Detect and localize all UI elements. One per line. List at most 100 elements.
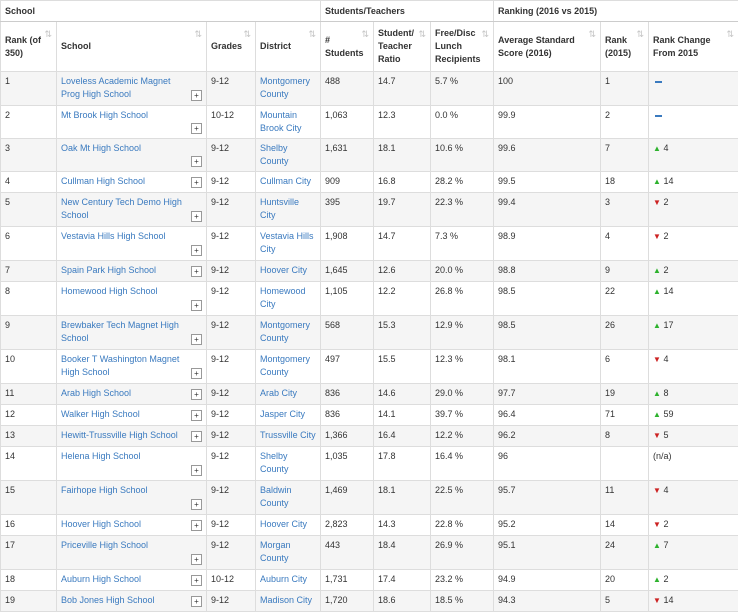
expand-plus-icon[interactable]: +	[191, 123, 202, 134]
rank-change-value: 4	[661, 485, 669, 495]
school-link[interactable]: Mt Brook High School	[61, 110, 148, 120]
expand-plus-icon[interactable]: +	[191, 499, 202, 510]
expand-plus-icon[interactable]: +	[191, 575, 202, 586]
school-link[interactable]: Hoover High School	[61, 519, 141, 529]
sort-arrows-icon[interactable]: ⇅	[194, 28, 202, 41]
sort-arrows-icon[interactable]: ⇅	[243, 28, 251, 41]
district-link[interactable]: Huntsville City	[260, 197, 299, 220]
district-cell: Montgomery County	[256, 316, 321, 350]
expand-plus-icon[interactable]: +	[191, 334, 202, 345]
expand-plus-icon[interactable]: +	[191, 90, 202, 101]
rank-2015-cell: 24	[601, 536, 649, 570]
district-link[interactable]: Hoover City	[260, 519, 307, 529]
lunch-cell: 12.3 %	[431, 350, 494, 384]
expand-plus-icon[interactable]: +	[191, 211, 202, 222]
expand-plus-icon[interactable]: +	[191, 156, 202, 167]
rank-cell: 10	[1, 350, 57, 384]
school-cell: Booker T Washington Magnet High School +	[57, 350, 207, 384]
district-link[interactable]: Vestavia Hills City	[260, 231, 314, 254]
district-link[interactable]: Auburn City	[260, 574, 307, 584]
school-link[interactable]: New Century Tech Demo High School	[61, 197, 182, 220]
school-link[interactable]: Brewbaker Tech Magnet High School	[61, 320, 179, 343]
district-link[interactable]: Homewood City	[260, 286, 306, 309]
rank-cell: 4	[1, 172, 57, 193]
district-link[interactable]: Montgomery County	[260, 76, 310, 99]
district-link[interactable]: Mountain Brook City	[260, 110, 302, 133]
school-link[interactable]: Loveless Academic Magnet Prog High Schoo…	[61, 76, 171, 99]
district-link[interactable]: Jasper City	[260, 409, 305, 419]
school-link[interactable]: Hewitt-Trussville High School	[61, 430, 178, 440]
school-link[interactable]: Walker High School	[61, 409, 140, 419]
ratio-cell: 18.1	[374, 139, 431, 172]
expand-plus-icon[interactable]: +	[191, 389, 202, 400]
expand-plus-icon[interactable]: +	[191, 520, 202, 531]
column-header-1[interactable]: School⇅	[57, 22, 207, 72]
rank-change-value: (n/a)	[653, 451, 672, 461]
sort-arrows-icon[interactable]: ⇅	[361, 28, 369, 41]
sort-arrows-icon[interactable]: ⇅	[727, 28, 735, 41]
expand-plus-icon[interactable]: +	[191, 431, 202, 442]
school-link[interactable]: Booker T Washington Magnet High School	[61, 354, 179, 377]
expand-plus-icon[interactable]: +	[191, 554, 202, 565]
column-header-9[interactable]: Rank Change From 2015⇅	[649, 22, 738, 72]
district-link[interactable]: Trussville City	[260, 430, 316, 440]
district-link[interactable]: Montgomery County	[260, 354, 310, 377]
school-link[interactable]: Vestavia Hills High School	[61, 231, 166, 241]
district-link[interactable]: Shelby County	[260, 143, 289, 166]
expand-plus-icon[interactable]: +	[191, 368, 202, 379]
district-link[interactable]: Shelby County	[260, 451, 289, 474]
sort-arrows-icon[interactable]: ⇅	[482, 28, 490, 41]
column-header-8[interactable]: Rank (2015)⇅	[601, 22, 649, 72]
sort-arrows-icon[interactable]: ⇅	[44, 28, 52, 41]
expand-plus-icon[interactable]: +	[191, 596, 202, 607]
sort-arrows-icon[interactable]: ⇅	[308, 28, 316, 41]
school-link[interactable]: Cullman High School	[61, 176, 145, 186]
school-cell: Loveless Academic Magnet Prog High Schoo…	[57, 72, 207, 106]
district-link[interactable]: Arab City	[260, 388, 297, 398]
expand-plus-icon[interactable]: +	[191, 300, 202, 311]
sort-arrows-icon[interactable]: ⇅	[589, 28, 597, 41]
school-link[interactable]: Fairhope High School	[61, 485, 148, 495]
expand-plus-icon[interactable]: +	[191, 177, 202, 188]
column-header-5[interactable]: Student/ Teacher Ratio⇅	[374, 22, 431, 72]
rank-cell: 5	[1, 193, 57, 227]
district-link[interactable]: Morgan County	[260, 540, 291, 563]
grades-cell: 9-12	[207, 426, 256, 447]
district-link[interactable]: Cullman City	[260, 176, 311, 186]
school-link[interactable]: Spain Park High School	[61, 265, 156, 275]
rank-change-value: 14	[661, 286, 674, 296]
school-link[interactable]: Auburn High School	[61, 574, 141, 584]
rank-cell: 2	[1, 106, 57, 139]
district-link[interactable]: Madison City	[260, 595, 312, 605]
school-link[interactable]: Oak Mt High School	[61, 143, 141, 153]
rank-2015-cell: 11	[601, 481, 649, 515]
school-link[interactable]: Priceville High School	[61, 540, 148, 550]
column-header-3[interactable]: District⇅	[256, 22, 321, 72]
column-header-2[interactable]: Grades⇅	[207, 22, 256, 72]
expand-plus-icon[interactable]: +	[191, 465, 202, 476]
school-link[interactable]: Arab High School	[61, 388, 131, 398]
column-header-6[interactable]: Free/Disc Lunch Recipients⇅	[431, 22, 494, 72]
sort-arrows-icon[interactable]: ⇅	[637, 28, 645, 41]
rank-2015-cell: 18	[601, 172, 649, 193]
district-link[interactable]: Baldwin County	[260, 485, 292, 508]
rank-cell: 16	[1, 515, 57, 536]
school-link[interactable]: Helena High School	[61, 451, 141, 461]
sort-arrows-icon[interactable]: ⇅	[418, 28, 426, 41]
column-header-4[interactable]: # Students⇅	[321, 22, 374, 72]
school-link[interactable]: Bob Jones High School	[61, 595, 155, 605]
column-header-7[interactable]: Average Standard Score (2016)⇅	[494, 22, 601, 72]
district-link[interactable]: Hoover City	[260, 265, 307, 275]
expand-plus-icon[interactable]: +	[191, 266, 202, 277]
expand-plus-icon[interactable]: +	[191, 245, 202, 256]
district-link[interactable]: Montgomery County	[260, 320, 310, 343]
group-header-2: Ranking (2016 vs 2015)	[494, 1, 738, 22]
column-header-0[interactable]: Rank (of 350)⇅	[1, 22, 57, 72]
lunch-cell: 0.0 %	[431, 106, 494, 139]
expand-plus-icon[interactable]: +	[191, 410, 202, 421]
school-link[interactable]: Homewood High School	[61, 286, 158, 296]
